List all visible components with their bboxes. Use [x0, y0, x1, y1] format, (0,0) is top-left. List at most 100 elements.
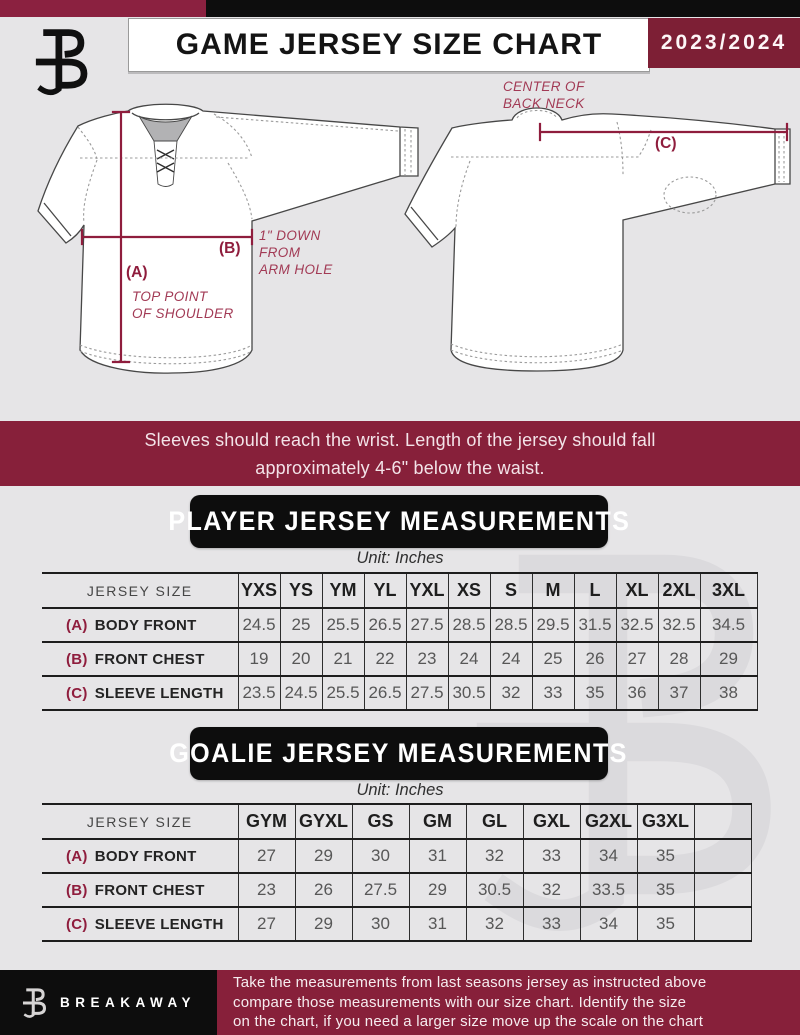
measurement-cell: 34: [579, 907, 637, 941]
back-jersey-diagram: [404, 107, 791, 372]
size-column-header: XS: [447, 573, 490, 608]
measurement-cell: 23: [237, 873, 295, 907]
notice-banner: Sleeves should reach the wrist. Length o…: [0, 421, 800, 486]
measurement-cell: 28.5: [489, 608, 532, 642]
measurement-cell: 26.5: [363, 608, 406, 642]
size-column-header: GYXL: [294, 804, 352, 839]
row-label-cell: (B) FRONT CHEST: [66, 881, 205, 899]
player-unit-label: Unit: Inches: [356, 549, 444, 567]
footer-line-3: on the chart, if you need a larger size …: [233, 1013, 704, 1031]
blank-cell: [693, 907, 752, 941]
measurement-cell: 27.5: [405, 608, 448, 642]
measurement-cell: 24: [447, 642, 490, 676]
measurement-cell: 35: [636, 873, 694, 907]
player-size-table: JERSEY SIZE YXS YS YM YL YXL XS S M L XL 2XL 3XL (A) B…: [42, 572, 758, 711]
measurement-cell: 29: [294, 839, 352, 873]
measurement-cell: 27.5: [351, 873, 409, 907]
row-prefix: (A): [66, 616, 88, 634]
player-section-title: PLAYER JERSEY MEASUREMENTS: [168, 506, 630, 536]
measurement-cell: 26: [294, 873, 352, 907]
title-box: GAME JERSEY SIZE CHART: [128, 18, 650, 72]
measurement-cell: 27: [237, 907, 295, 941]
row-prefix: (A): [66, 847, 88, 865]
measurement-row: (A) BODY FRONT 24.5 25 25.5 26.5 27.5 28.5 28.5 2…: [42, 608, 758, 642]
size-column-header: 2XL: [657, 573, 700, 608]
size-column-header: YXL: [405, 573, 448, 608]
measurement-cell: 33.5: [579, 873, 637, 907]
measurement-cell: 27: [615, 642, 658, 676]
footer-instructions: Take the measurements from last seasons …: [233, 970, 793, 1035]
blank-cell: [693, 839, 752, 873]
measurement-cell: 30: [351, 907, 409, 941]
measurement-cell: 34: [579, 839, 637, 873]
measurement-row: (B) FRONT CHEST 19 20 21 22 23 24 24 25 26 27 28 29: [42, 642, 758, 676]
measurement-cell: 27: [237, 839, 295, 873]
player-section-banner: PLAYER JERSEY MEASUREMENTS: [168, 495, 629, 548]
size-column-header: YS: [279, 573, 322, 608]
measurement-cell: 33: [522, 907, 580, 941]
breakaway-logo-icon: [22, 986, 50, 1020]
measurement-row: (C) SLEEVE LENGTH 27 29 30 31 32 33 34 35: [42, 907, 752, 941]
size-column-header: S: [489, 573, 532, 608]
measurement-cell: 29: [294, 907, 352, 941]
blank-column-header: [693, 804, 752, 839]
measurement-cell: 31.5: [573, 608, 616, 642]
footer-line-1: Take the measurements from last seasons …: [233, 974, 707, 992]
measurement-cell: 24.5: [279, 676, 322, 710]
row-label-cell: (C) SLEEVE LENGTH: [66, 684, 224, 702]
size-column-header: YXS: [237, 573, 280, 608]
brand-name: BREAKAWAY: [60, 995, 197, 1010]
measurement-cell: 23.5: [237, 676, 280, 710]
size-column-header: L: [573, 573, 616, 608]
jersey-size-header: JERSEY SIZE: [86, 582, 193, 599]
measurement-cell: 29: [699, 642, 758, 676]
row-prefix: (B): [66, 881, 88, 899]
label-a: (A): [126, 264, 148, 281]
season-label: 2023/2024: [660, 31, 788, 54]
measurement-cell: 27.5: [405, 676, 448, 710]
goalie-section-banner: GOALIE JERSEY MEASUREMENTS: [170, 727, 627, 780]
size-column-header: GL: [465, 804, 523, 839]
measurement-row: (B) FRONT CHEST 23 26 27.5 29 30.5 32 33.5 35: [42, 873, 752, 907]
size-column-header: 3XL: [699, 573, 758, 608]
size-column-header: G2XL: [579, 804, 637, 839]
label-c: (C): [655, 135, 677, 152]
measurement-cell: 31: [408, 839, 466, 873]
size-column-header: YL: [363, 573, 406, 608]
measurement-cell: 23: [405, 642, 448, 676]
season-box: 2023/2024: [648, 18, 800, 68]
measurement-cell: 28: [657, 642, 700, 676]
measurement-cell: 32: [465, 839, 523, 873]
size-column-header: GS: [351, 804, 409, 839]
measurement-cell: 24.5: [237, 608, 280, 642]
measurement-cell: 19: [237, 642, 280, 676]
measurement-cell: 25: [531, 642, 574, 676]
measurement-cell: 22: [363, 642, 406, 676]
size-header-row: JERSEY SIZE GYM GYXL GS GM GL GXL G2XL G3XL: [42, 804, 752, 839]
size-header-row: JERSEY SIZE YXS YS YM YL YXL XS S M L XL 2XL 3XL: [42, 573, 758, 608]
top-bar-maroon: [0, 0, 206, 17]
measurement-cell: 30.5: [447, 676, 490, 710]
footer-brand-block: BREAKAWAY: [0, 970, 217, 1035]
measurement-cell: 30: [351, 839, 409, 873]
measurement-cell: 32: [522, 873, 580, 907]
goalie-unit-label: Unit: Inches: [356, 781, 444, 799]
size-column-header: G3XL: [636, 804, 694, 839]
measurement-cell: 26: [573, 642, 616, 676]
measurement-cell: 32: [465, 907, 523, 941]
measurement-cell: 37: [657, 676, 700, 710]
measurement-cell: 35: [573, 676, 616, 710]
measurement-cell: 25: [279, 608, 322, 642]
measurement-cell: 33: [522, 839, 580, 873]
measure-line-c: [538, 122, 789, 142]
measurement-cell: 34.5: [699, 608, 758, 642]
measurement-cell: 36: [615, 676, 658, 710]
row-label-cell: (C) SLEEVE LENGTH: [66, 915, 224, 933]
footer: BREAKAWAY Take the measurements from las…: [0, 970, 800, 1035]
measurement-cell: 32: [489, 676, 532, 710]
label-b: (B): [219, 240, 241, 257]
measurement-cell: 31: [408, 907, 466, 941]
size-column-header: GYM: [237, 804, 295, 839]
measurement-cell: 32.5: [657, 608, 700, 642]
